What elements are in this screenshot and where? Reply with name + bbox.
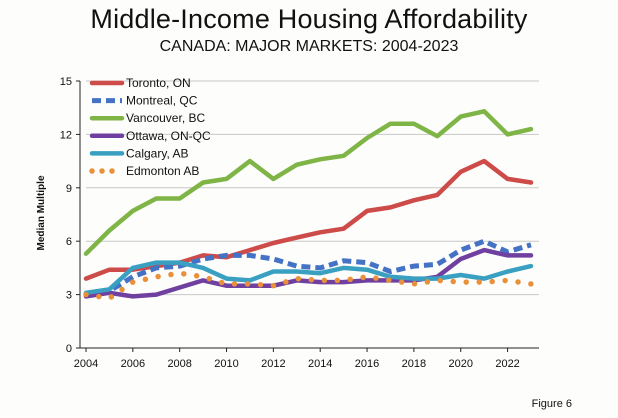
y-axis-label: Median Multiple xyxy=(36,175,47,250)
legend-entry: Toronto, ON xyxy=(126,76,191,90)
legend: Toronto, ON Montreal, QC Vancouver, BC Otta… xyxy=(92,76,211,178)
legend-entry: Ottawa, ON-QC xyxy=(126,129,211,143)
y-tick-label: 9 xyxy=(66,183,72,195)
x-tick-label: 2014 xyxy=(308,358,332,370)
legend-entry: Edmonton AB xyxy=(126,164,199,178)
legend-entry: Montreal, QC xyxy=(126,94,198,108)
series-line-toronto-on xyxy=(86,161,531,279)
y-tick-label: 0 xyxy=(66,343,72,355)
x-tick-label: 2004 xyxy=(74,358,98,370)
x-tick-label: 2008 xyxy=(167,358,191,370)
y-tick-label: 6 xyxy=(66,236,72,248)
x-tick-label: 2018 xyxy=(402,358,426,370)
figure-label: Figure 6 xyxy=(532,398,572,410)
y-tick-label: 15 xyxy=(60,76,72,88)
x-tick-label: 2016 xyxy=(355,358,379,370)
legend-entry: Vancouver, BC xyxy=(126,111,205,125)
x-tick-label: 2006 xyxy=(121,358,145,370)
y-tick-label: 12 xyxy=(60,129,72,141)
series-line-montreal-qc xyxy=(86,241,531,294)
x-tick-label: 2012 xyxy=(261,358,285,370)
x-tick-label: 2022 xyxy=(495,358,519,370)
x-tick-label: 2010 xyxy=(214,358,238,370)
y-tick-label: 3 xyxy=(66,290,72,302)
x-tick-label: 2020 xyxy=(448,358,472,370)
legend-entry: Calgary, AB xyxy=(126,146,188,160)
